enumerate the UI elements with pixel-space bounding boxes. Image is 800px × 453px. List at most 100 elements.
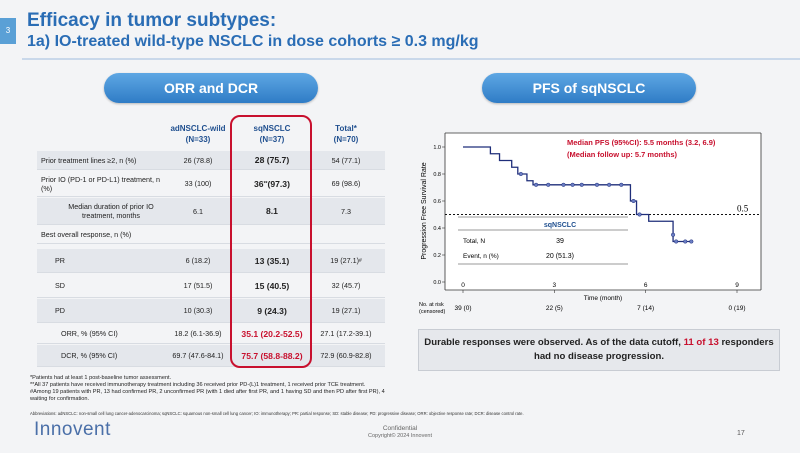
col-header-total: Total* (N=70) — [311, 123, 381, 145]
cell-sqnsclc: 35.1 (20.2-52.5) — [233, 324, 311, 343]
col-header-n: (N=33) — [185, 135, 211, 144]
inset-row-label: Total, N — [463, 238, 485, 245]
cell-value: 28 (75.7) — [254, 155, 290, 165]
row-label: Prior treatment lines ≥2, n (%) — [41, 155, 137, 165]
cell-value-tail: (97.3) — [267, 178, 290, 189]
footnote: **All 37 patients have received immunoth… — [30, 382, 366, 388]
cell-adnsclc: 26 (78.8) — [183, 155, 213, 165]
x-tick-label: 3 — [553, 282, 557, 289]
risk-table: 39 (0) 22 (5) 7 (14) 0 (19) — [455, 305, 746, 312]
censor-mark — [637, 212, 642, 217]
x-tick-label: 9 — [735, 282, 739, 289]
cell-value: 13 (35.1) — [254, 255, 290, 266]
footnote: waiting for confirmation. — [30, 396, 90, 402]
row-label: Median duration of prior IO treatment, m… — [68, 202, 154, 220]
row-label: PR — [55, 256, 65, 265]
y-tick-label: 0.2 — [433, 253, 441, 259]
cell-value: 19 (27.1) — [330, 256, 359, 265]
cell-value: 8.1 — [266, 206, 278, 216]
cell-total: 54 (77.1) — [331, 155, 361, 165]
censor-mark — [607, 182, 612, 187]
censor-mark — [594, 182, 600, 187]
page-number: 17 — [737, 430, 745, 437]
censor-mark — [561, 182, 566, 187]
censor-mark — [674, 239, 679, 244]
risk-value: 7 (14) — [637, 305, 654, 312]
cell-adnsclc: 10 (30.3) — [183, 306, 213, 315]
y-tick-label: 0.4 — [433, 226, 441, 232]
footnote-mark: # — [359, 257, 362, 264]
callout-text: Durable responses were observed. As of t… — [424, 337, 684, 348]
censor-mark — [689, 239, 694, 244]
cell-adnsclc: 69.7 (47.6-84.1) — [172, 351, 224, 360]
risk-value: 0 (19) — [729, 305, 746, 312]
cell-value: 35.1 (20.2-52.5) — [241, 328, 303, 339]
innovent-logo: Innovent — [34, 419, 111, 440]
x-tick-group: 0 3 6 9 — [461, 282, 739, 293]
inset-background — [458, 217, 628, 264]
censor-mark — [683, 239, 688, 244]
abbreviations: Abbreviations: adNSCLC: non-small cell l… — [30, 411, 524, 416]
censor-mark — [631, 198, 636, 204]
inset-row-label: Event, n (%) — [463, 253, 499, 260]
risk-value: 39 (0) — [455, 305, 472, 312]
cell-adnsclc: 17 (51.5) — [183, 281, 213, 290]
slide-subtitle: 1a) IO-treated wild-type NSCLC in dose c… — [27, 33, 479, 50]
inset-header: sqNSCLC — [544, 222, 576, 229]
callout-text-end: responders had no disease progression. — [533, 337, 774, 362]
cell-adnsclc: 6 (18.2) — [185, 256, 211, 265]
table-row: PR 6 (18.2) 13 (35.1) 19 (27.1) # — [37, 249, 385, 273]
table-row: SD 17 (51.5) 15 (40.5) 32 (45.7) — [37, 274, 385, 298]
cell-sqnsclc: 8.1 — [233, 198, 311, 224]
censor-mark — [579, 182, 584, 187]
y-tick-label: 0.0 — [433, 280, 441, 286]
median-reference-label: 0.5 — [737, 204, 749, 214]
y-tick-label: 0.8 — [433, 172, 441, 178]
sqnsclc-highlight-box — [230, 115, 312, 368]
cell-total: 27.1 (17.2-39.1) — [320, 329, 372, 338]
col-header-sqnsclc: sqNSCLC (N=37) — [233, 123, 311, 145]
y-axis-label: Progression Free Survival Rate — [421, 162, 428, 259]
y-tick-label: 0.6 — [433, 199, 441, 205]
x-tick-label: 0 — [461, 282, 465, 289]
table-row: Median duration of prior IO treatment, m… — [37, 198, 385, 225]
cell-adnsclc: 18.2 (6.1-36.9) — [174, 329, 222, 338]
censor-mark — [570, 182, 575, 187]
slide-number-tab: 3 — [0, 18, 16, 44]
cell-sqnsclc: 28 (75.7) — [233, 151, 311, 169]
cell-value: 75.7 (58.8-88.2) — [241, 350, 303, 361]
confidential-label: Confidential — [382, 425, 418, 432]
row-label: Best overall response, n (%) — [41, 230, 132, 239]
km-inset-table: sqNSCLC Total, N 39 Event, n (%) 20 (51.… — [458, 216, 628, 265]
cell-total: 32 (45.7) — [331, 281, 361, 290]
footnote-mark: ** — [263, 180, 268, 187]
inset-row-value: 20 (51.3) — [546, 253, 574, 260]
cell-adnsclc: 6.1 — [193, 206, 203, 216]
table-row: DCR, % (95% CI) 69.7 (47.6-84.1) 75.7 (5… — [37, 345, 385, 367]
copyright-label: Copyright© 2024 Innovent — [368, 433, 432, 439]
table-row: ORR, % (95% CI) 18.2 (6.1-36.9) 35.1 (20… — [37, 324, 385, 344]
row-label: SD — [55, 281, 65, 290]
median-pfs-text: Median PFS (95%CI): 5.5 months (3.2, 6.9… — [567, 138, 716, 147]
cell-sqnsclc: 15 (40.5) — [233, 274, 311, 297]
cell-total: 72.9 (60.9-82.8) — [320, 351, 372, 360]
censor-mark — [619, 182, 624, 187]
cell-value: 36 — [254, 178, 264, 189]
col-header-name: adNSCLC-wild — [170, 124, 226, 133]
col-header-adnsclc: adNSCLC-wild (N=33) — [163, 123, 233, 145]
title-divider — [22, 58, 800, 60]
y-tick-label: 1.0 — [433, 145, 441, 151]
risk-label-censored: (censored) — [419, 309, 445, 315]
col-header-name: Total* — [335, 124, 357, 133]
footnote: *Patients had at least 1 post-baseline t… — [30, 375, 172, 381]
cell-adnsclc: 33 (100) — [184, 179, 212, 188]
km-curve-sqnsclc — [463, 146, 692, 243]
footnote: #Among 19 patients with PR, 13 had confi… — [30, 389, 385, 395]
cell-sqnsclc: 36 ** (97.3) — [233, 171, 311, 196]
followup-text: (Median follow up: 5.7 months) — [567, 150, 677, 159]
cell-total: 19 (27.1) # — [311, 249, 381, 272]
cell-value: 15 (40.5) — [254, 280, 290, 291]
table-row: Best overall response, n (%) — [37, 226, 385, 244]
risk-label: No. at risk — [419, 302, 444, 308]
row-label: DCR, % (95% CI) — [61, 351, 118, 360]
